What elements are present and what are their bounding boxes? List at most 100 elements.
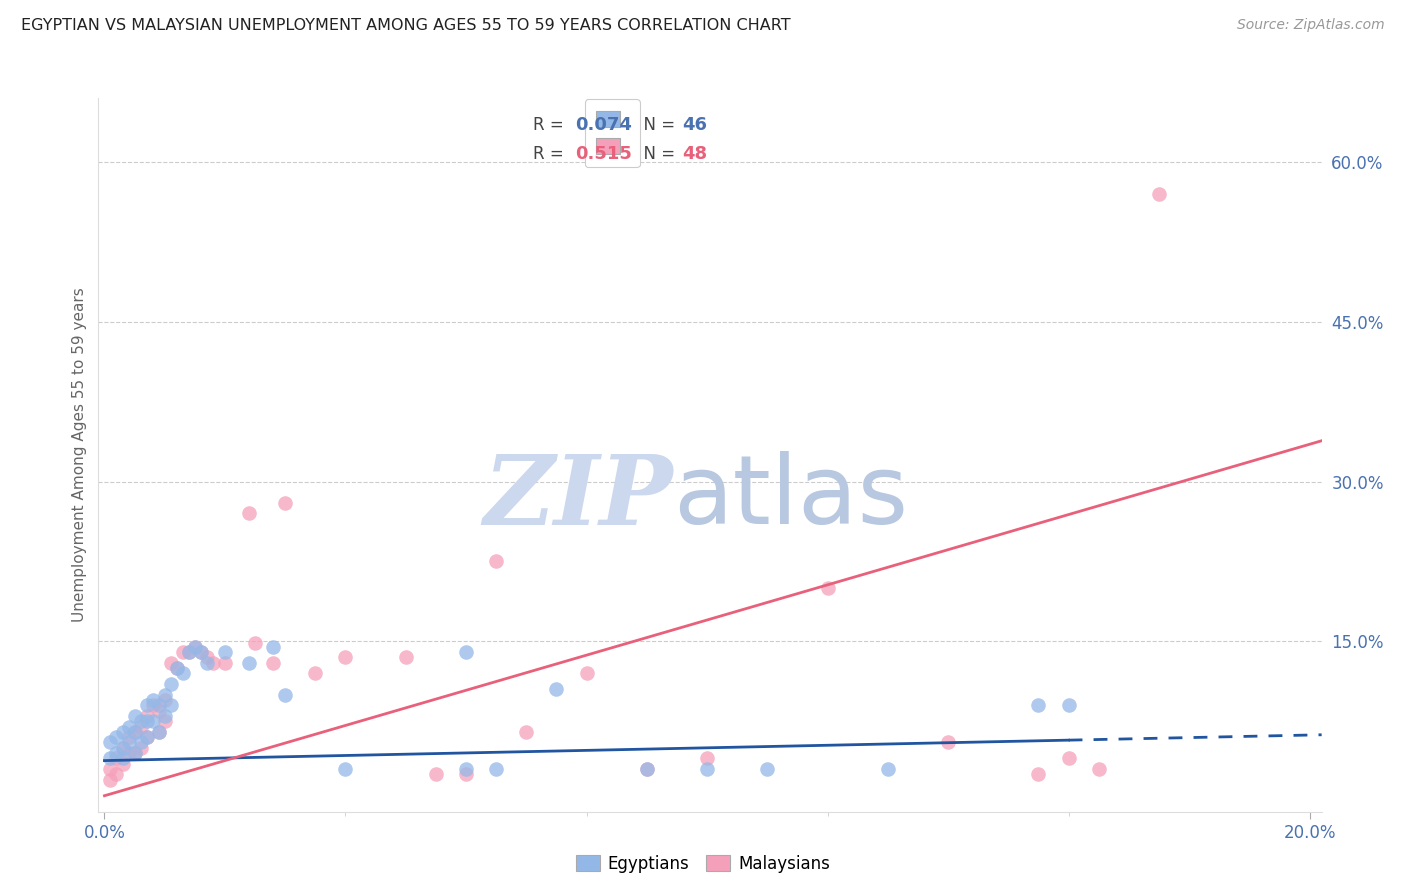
Point (111, 756, 134, 771)
Point (148, 698, 170, 713)
Point (111, 740, 134, 755)
Point (485, 762, 508, 776)
Point (546, 682, 568, 697)
Point (135, 730, 157, 744)
Point (105, 746, 128, 760)
Point (135, 709, 157, 723)
Point (1147, 186, 1170, 201)
Point (1057, 698, 1080, 713)
Point (454, 762, 477, 776)
Point (636, 762, 658, 776)
Point (135, 730, 157, 744)
Point (817, 581, 839, 595)
Point (696, 762, 718, 776)
Point (105, 730, 128, 744)
Point (274, 688, 297, 702)
Point (756, 762, 779, 776)
Text: EGYPTIAN VS MALAYSIAN UNEMPLOYMENT AMONG AGES 55 TO 59 YEARS CORRELATION CHART: EGYPTIAN VS MALAYSIAN UNEMPLOYMENT AMONG… (21, 18, 790, 33)
Point (117, 746, 139, 760)
Point (142, 693, 165, 707)
Point (936, 735, 959, 749)
Text: 0.515: 0.515 (575, 145, 633, 162)
Point (135, 714, 157, 729)
Point (159, 677, 181, 691)
Point (262, 656, 284, 670)
Point (454, 767, 477, 781)
Point (100, 762, 122, 776)
Point (195, 650, 218, 665)
Point (129, 719, 152, 733)
Point (190, 645, 212, 659)
Point (636, 762, 658, 776)
Point (395, 650, 418, 665)
Point (238, 656, 260, 670)
Text: 48: 48 (682, 145, 707, 162)
Point (153, 688, 176, 702)
Point (172, 666, 194, 681)
Text: Source: ZipAtlas.com: Source: ZipAtlas.com (1237, 18, 1385, 32)
Point (190, 645, 212, 659)
Point (148, 724, 170, 739)
Point (425, 767, 447, 781)
Legend: , : , (585, 99, 640, 167)
Point (129, 740, 152, 755)
Text: N =: N = (633, 116, 681, 134)
Point (304, 666, 326, 681)
Point (117, 730, 139, 744)
Point (575, 666, 598, 681)
Text: atlas: atlas (673, 451, 908, 544)
Point (124, 724, 146, 739)
Point (1057, 751, 1080, 765)
Point (335, 762, 357, 776)
Point (243, 636, 266, 650)
Point (214, 656, 236, 670)
Point (184, 640, 207, 654)
Legend: Egyptians, Malaysians: Egyptians, Malaysians (569, 848, 837, 880)
Point (177, 645, 200, 659)
Point (129, 714, 152, 729)
Point (153, 693, 176, 707)
Point (184, 640, 207, 654)
Point (166, 661, 188, 675)
Point (274, 496, 297, 510)
Point (117, 735, 139, 749)
Point (177, 645, 200, 659)
Text: 0.074: 0.074 (575, 116, 633, 134)
Point (166, 661, 188, 675)
Point (172, 645, 194, 659)
Point (148, 704, 170, 718)
Point (153, 709, 176, 723)
Point (124, 746, 146, 760)
Point (696, 751, 718, 765)
Text: R =: R = (533, 116, 568, 134)
Text: 46: 46 (682, 116, 707, 134)
Point (335, 650, 357, 665)
Text: ZIP: ZIP (484, 450, 673, 545)
Point (100, 772, 122, 787)
Point (238, 507, 260, 521)
Point (124, 709, 146, 723)
Point (142, 698, 165, 713)
Point (100, 751, 122, 765)
Point (1087, 762, 1109, 776)
Point (485, 554, 508, 568)
Point (124, 724, 146, 739)
Point (159, 656, 181, 670)
Text: R =: R = (533, 145, 568, 162)
Point (124, 746, 146, 760)
Point (1028, 698, 1050, 713)
Point (1028, 767, 1050, 781)
Point (129, 735, 152, 749)
Point (111, 724, 134, 739)
Point (105, 751, 128, 765)
Point (262, 640, 284, 654)
Point (105, 767, 128, 781)
Point (454, 645, 477, 659)
Point (148, 724, 170, 739)
Point (515, 724, 537, 739)
Point (111, 751, 134, 765)
Point (100, 735, 122, 749)
Point (214, 645, 236, 659)
Point (201, 656, 224, 670)
Point (159, 698, 181, 713)
